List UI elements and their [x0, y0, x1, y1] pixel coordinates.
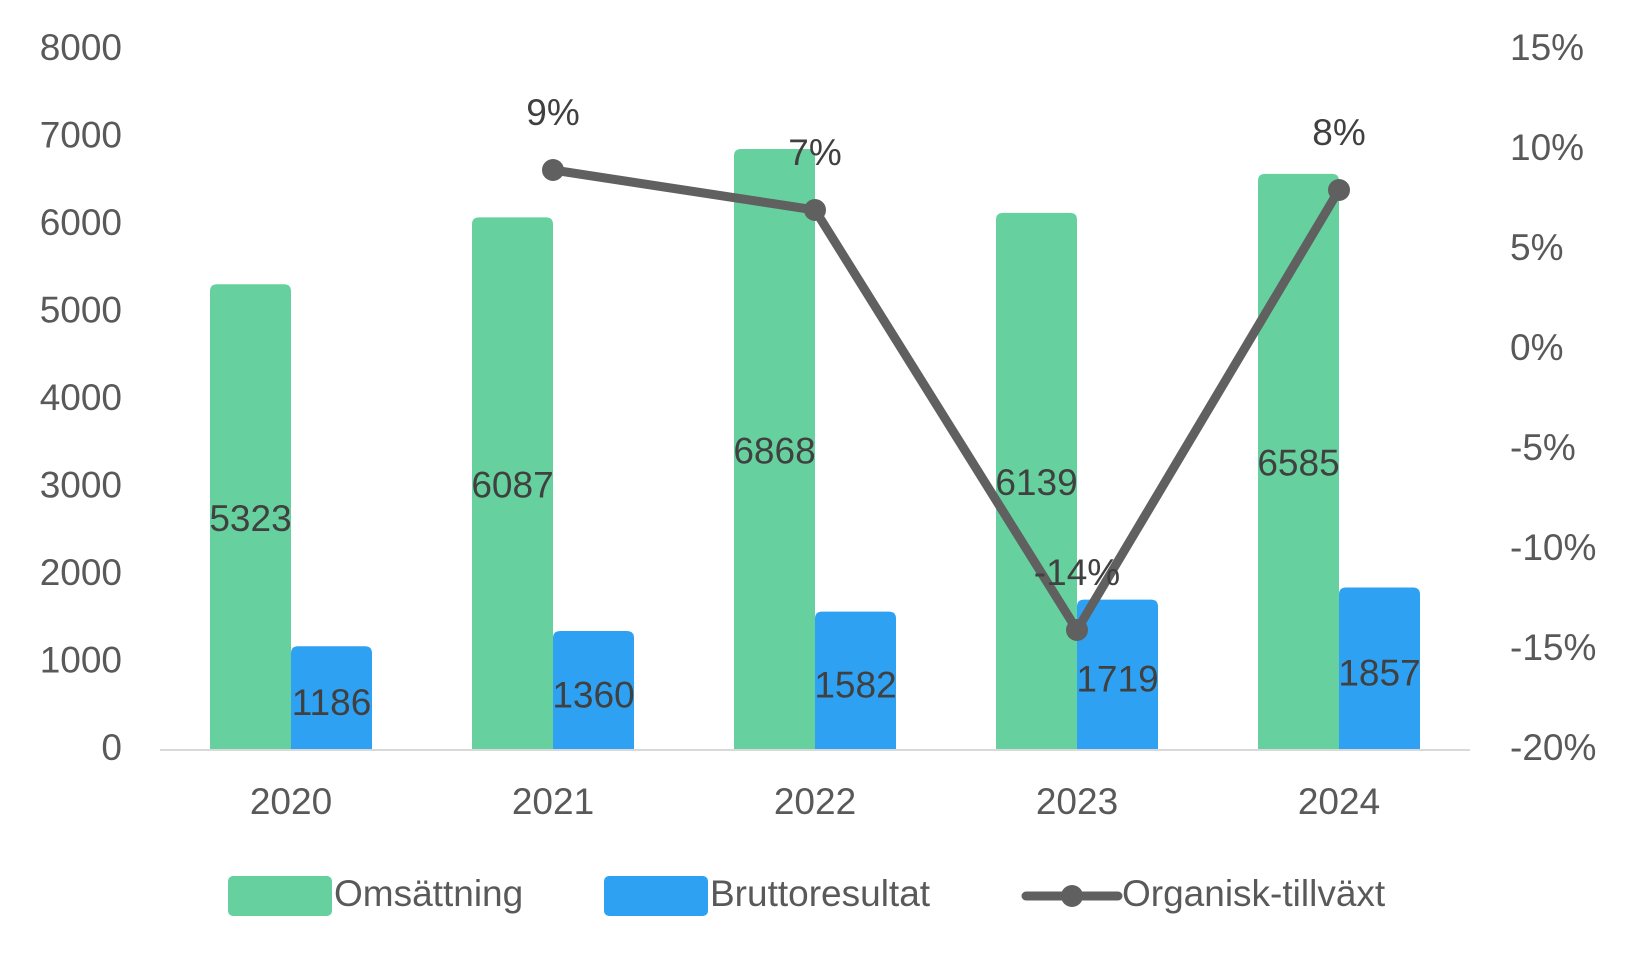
bar-bruttoresultat-2022 — [815, 611, 896, 750]
bars-layer — [210, 149, 1420, 751]
left-tick-0: 0 — [101, 727, 122, 768]
x-tick-2020: 2020 — [250, 781, 332, 822]
growth-marker-2024 — [1328, 179, 1350, 201]
label-omsattning-2022: 6868 — [733, 430, 815, 471]
bar-omsattning-2024 — [1258, 173, 1339, 750]
label-bruttoresultat-2024: 1857 — [1338, 653, 1420, 694]
label-growth-2023: -14% — [1034, 552, 1120, 593]
legend-label-bruttoresultat: Bruttoresultat — [710, 873, 931, 914]
legend-swatch-omsattning — [228, 876, 332, 916]
legend-swatch-bruttoresultat — [604, 876, 708, 916]
label-growth-2021: 9% — [526, 92, 579, 133]
bar-bruttoresultat-2023 — [1077, 599, 1158, 750]
bar-omsattning-2020 — [210, 284, 291, 750]
label-omsattning-2020: 5323 — [209, 498, 291, 539]
legend-marker-organisk-tillvaxt — [1061, 885, 1083, 907]
right-tick-15%: 15% — [1510, 27, 1584, 68]
left-tick-3000: 3000 — [40, 464, 122, 505]
label-omsattning-2023: 6139 — [995, 462, 1077, 503]
growth-marker-2021 — [542, 159, 564, 181]
label-growth-2024: 8% — [1312, 112, 1365, 153]
label-omsattning-2024: 6585 — [1257, 443, 1339, 484]
bar-omsattning-2023 — [996, 212, 1077, 750]
bar-omsattning-2021 — [472, 217, 553, 750]
bar-bruttoresultat-2024 — [1339, 587, 1420, 750]
left-tick-8000: 8000 — [40, 27, 122, 68]
label-omsattning-2021: 6087 — [471, 464, 553, 505]
x-tick-2021: 2021 — [512, 781, 594, 822]
x-axis-ticks: 2020 2021 2022 2023 2024 — [250, 781, 1380, 822]
left-tick-6000: 6000 — [40, 202, 122, 243]
data-labels-layer: 5323 1186 6087 1360 6868 1582 6139 1719 6585 1857… — [209, 92, 1420, 723]
x-tick-2024: 2024 — [1298, 781, 1380, 822]
right-tick--10%: -10% — [1510, 527, 1596, 568]
x-tick-2022: 2022 — [774, 781, 856, 822]
label-bruttoresultat-2021: 1360 — [552, 674, 634, 715]
right-tick-0%: 0% — [1510, 327, 1563, 368]
left-axis-ticks: 0 1000 2000 3000 4000 5000 6000 7000 8000 — [40, 27, 122, 768]
label-bruttoresultat-2022: 1582 — [814, 665, 896, 706]
label-bruttoresultat-2020: 1186 — [292, 682, 372, 723]
left-tick-7000: 7000 — [40, 114, 122, 155]
growth-line-layer — [542, 159, 1350, 641]
growth-marker-2023 — [1066, 619, 1088, 641]
legend-label-omsattning: Omsättning — [334, 873, 523, 914]
right-tick-10%: 10% — [1510, 127, 1584, 168]
left-tick-4000: 4000 — [40, 377, 122, 418]
left-tick-2000: 2000 — [40, 552, 122, 593]
legend-label-organisk-tillvaxt: Organisk-tillväxt — [1122, 873, 1386, 914]
right-tick--15%: -15% — [1510, 627, 1596, 668]
bar-omsattning-2022 — [734, 149, 815, 751]
bar-bruttoresultat-2021 — [553, 631, 634, 750]
x-tick-2023: 2023 — [1036, 781, 1118, 822]
growth-line — [548, 165, 1344, 635]
right-tick-5%: 5% — [1510, 227, 1563, 268]
right-tick--5%: -5% — [1510, 427, 1576, 468]
label-growth-2022: 7% — [788, 132, 841, 173]
label-bruttoresultat-2023: 1719 — [1076, 659, 1158, 700]
right-tick--20%: -20% — [1510, 727, 1596, 768]
right-axis-ticks: -20% -15% -10% -5% 0% 5% 10% 15% — [1510, 27, 1596, 768]
legend: Omsättning Bruttoresultat Organisk-tillväx… — [228, 873, 1386, 916]
bar-bruttoresultat-2020 — [291, 646, 372, 750]
left-tick-5000: 5000 — [40, 289, 122, 330]
left-tick-1000: 1000 — [40, 639, 122, 680]
growth-marker-2022 — [804, 199, 826, 221]
